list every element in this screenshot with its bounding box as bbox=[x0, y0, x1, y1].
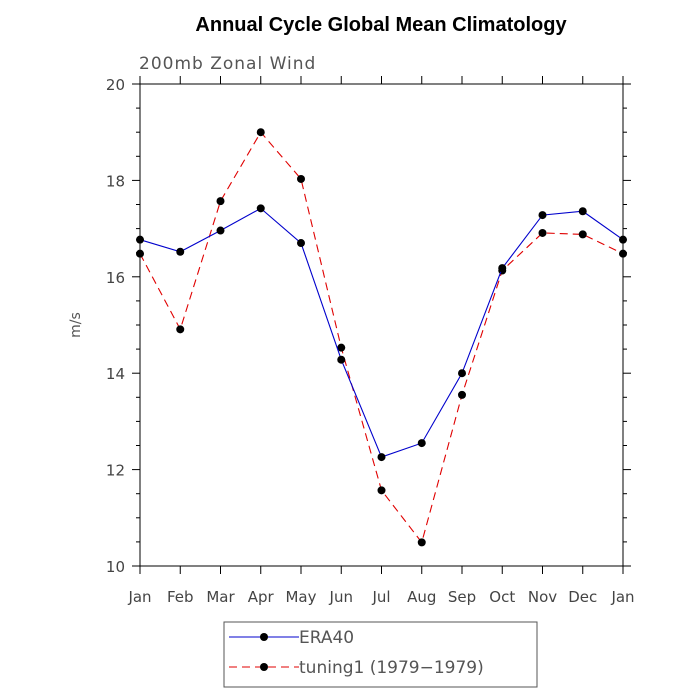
x-tick-label: Mar bbox=[206, 588, 235, 606]
y-tick-label: 14 bbox=[106, 365, 125, 383]
data-point bbox=[136, 249, 144, 258]
data-point bbox=[297, 239, 305, 248]
y-tick-label: 10 bbox=[106, 558, 125, 576]
legend-marker bbox=[260, 633, 268, 641]
y-tick-label: 20 bbox=[106, 76, 125, 94]
x-tick-label: Jul bbox=[371, 588, 390, 606]
data-point bbox=[256, 128, 265, 137]
y-tick-label: 16 bbox=[106, 269, 125, 287]
data-point bbox=[538, 228, 547, 237]
legend: ERA40 tuning1 (1979−1979) bbox=[223, 621, 538, 688]
x-tick-label: Apr bbox=[248, 588, 275, 606]
data-point bbox=[417, 439, 426, 448]
series-line-1 bbox=[139, 131, 624, 544]
y-tick-label: 12 bbox=[106, 462, 125, 480]
data-point bbox=[136, 235, 144, 244]
x-tick-label: Jan bbox=[610, 588, 634, 606]
x-tick-label: Feb bbox=[167, 588, 194, 606]
series-line-0 bbox=[139, 207, 624, 458]
x-tick-label: Aug bbox=[407, 588, 436, 606]
data-point bbox=[417, 538, 426, 547]
data-point bbox=[216, 226, 225, 235]
y-axis-label: m/s bbox=[68, 312, 84, 338]
data-point bbox=[498, 264, 507, 273]
legend-marker bbox=[260, 663, 268, 671]
x-tick-label: Oct bbox=[489, 588, 515, 606]
data-point bbox=[337, 355, 346, 364]
legend-label: tuning1 (1979−1979) bbox=[299, 658, 484, 678]
data-point bbox=[256, 204, 265, 213]
data-point bbox=[458, 390, 466, 399]
chart-title: Annual Cycle Global Mean Climatology bbox=[195, 14, 567, 36]
data-point bbox=[619, 235, 627, 244]
chart-subtitle: 200mb Zonal Wind bbox=[139, 54, 316, 74]
legend-label: ERA40 bbox=[299, 628, 354, 648]
x-tick-label: Jan bbox=[127, 588, 151, 606]
data-point bbox=[216, 197, 225, 206]
x-tick-label: Dec bbox=[568, 588, 597, 606]
x-tick-label: May bbox=[285, 588, 316, 606]
x-tick-label: Jun bbox=[329, 588, 353, 606]
x-tick-label: Sep bbox=[448, 588, 476, 606]
data-point bbox=[176, 325, 185, 334]
data-point bbox=[337, 343, 346, 352]
legend-box bbox=[223, 621, 538, 688]
data-point bbox=[538, 211, 547, 220]
data-point bbox=[377, 453, 386, 462]
data-point bbox=[377, 486, 386, 495]
data-point bbox=[578, 207, 587, 216]
x-tick-label: Nov bbox=[528, 588, 557, 606]
data-point bbox=[578, 230, 587, 239]
data-point bbox=[619, 249, 627, 258]
data-point bbox=[297, 174, 305, 183]
data-point bbox=[458, 369, 466, 378]
data-point bbox=[176, 247, 185, 256]
y-tick-label: 18 bbox=[106, 172, 125, 190]
plot-area: 10 12 14 16 18 20 Jan Feb Mar Apr May Jun Jul Aug Sep O… bbox=[106, 76, 635, 606]
